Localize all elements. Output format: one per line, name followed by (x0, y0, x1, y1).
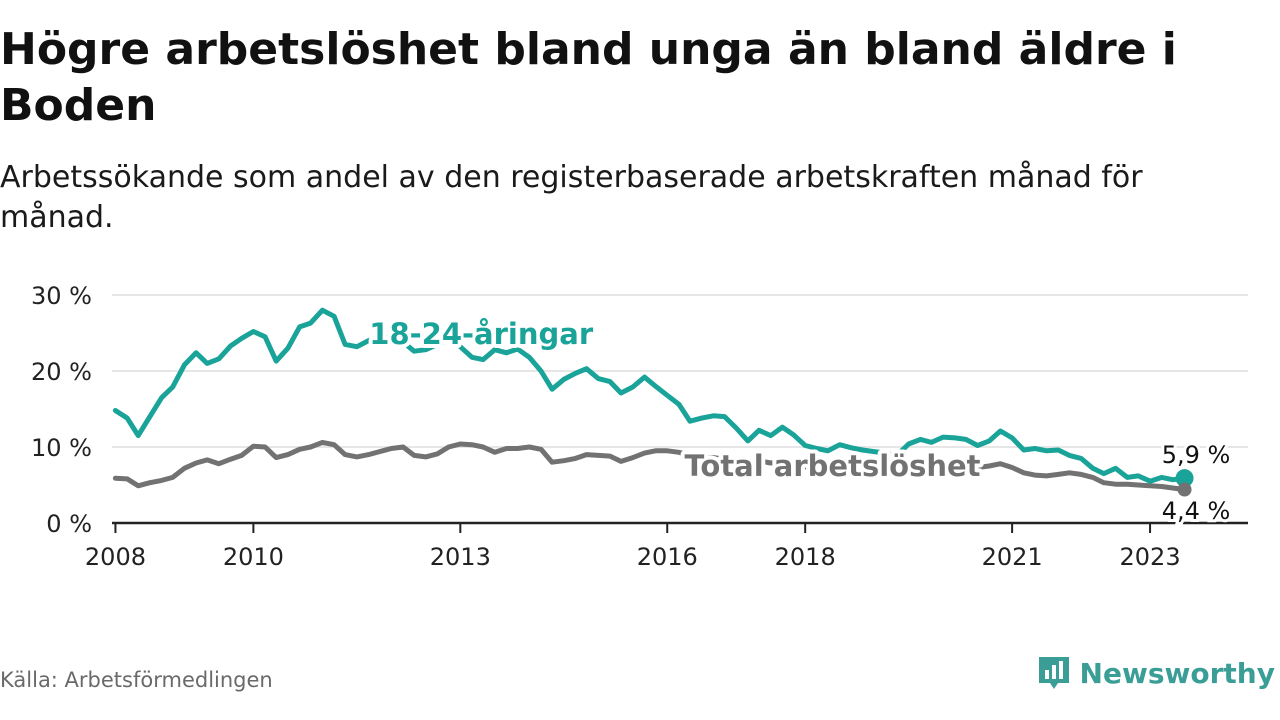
y-tick-label: 0 % (46, 510, 92, 538)
chart-title: Högre arbetslöshet bland unga än bland ä… (0, 24, 1177, 131)
label-layer: 18-24-åringar Total arbetslöshet 5,9 % 4,4 … (365, 313, 1233, 528)
brand-name: Newsworthy (1079, 656, 1275, 690)
chart-subtitle: Arbetssökande som andel av den registerb… (0, 160, 1143, 235)
y-tick-label: 10 % (31, 434, 92, 462)
grid-layer (112, 294, 1248, 448)
x-tick-label: 2018 (775, 543, 836, 571)
x-tick-label: 2023 (1120, 543, 1181, 571)
source-note: Källa: Arbetsförmedlingen (0, 668, 273, 692)
x-tick-label: 2008 (85, 543, 146, 571)
x-axis: 2008 2010 2013 2016 2018 2021 2023 (85, 521, 1248, 571)
newsworthy-logo-icon (1038, 657, 1069, 689)
x-tick-label: 2016 (637, 543, 698, 571)
end-marker-youth (1175, 469, 1194, 488)
y-tick-label: 30 % (31, 282, 92, 310)
x-tick-label: 2021 (982, 543, 1043, 571)
end-value-label-total: 4,4 % (1162, 497, 1231, 525)
series-label-total: Total arbetslöshet (684, 449, 980, 483)
y-tick-label: 20 % (31, 358, 92, 386)
series-line-youth (112, 307, 1187, 484)
series-label-youth: 18-24-åringar (369, 317, 594, 351)
end-marker-total (1177, 482, 1192, 497)
y-axis: 0 % 10 % 20 % 30 % (31, 282, 92, 538)
end-value-label-youth: 5,9 % (1162, 441, 1231, 469)
x-tick-label: 2010 (223, 543, 284, 571)
brand[interactable]: Newsworthy (1036, 654, 1275, 692)
x-tick-label: 2013 (430, 543, 491, 571)
line-chart: 0 % 10 % 20 % 30 % 2008 2010 2013 2016 2018 2021… (31, 282, 1248, 571)
series-line-total (112, 439, 1187, 493)
series-layer (112, 307, 1194, 497)
